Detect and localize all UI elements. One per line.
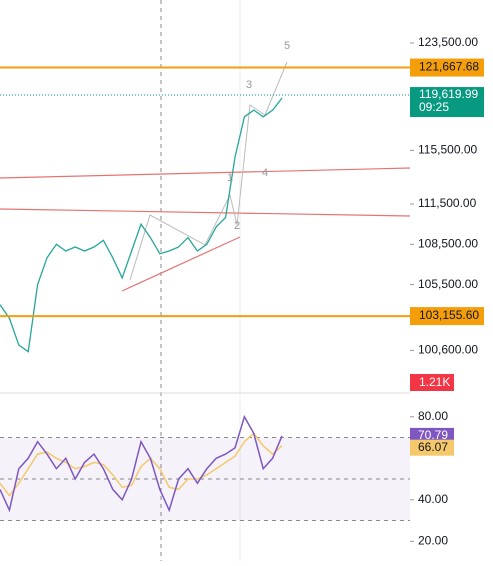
volume-label: 1.21K bbox=[419, 375, 450, 389]
level-label: 103,155.60 bbox=[419, 308, 479, 322]
wave-label: 3 bbox=[246, 79, 252, 91]
y-tick-label: 80.00 bbox=[418, 409, 448, 423]
last-price-badge bbox=[410, 87, 484, 118]
price-line bbox=[0, 97, 283, 353]
trend-line bbox=[0, 167, 411, 179]
value-label: 66.07 bbox=[418, 440, 448, 454]
rsi-line bbox=[0, 414, 283, 513]
level-badge bbox=[410, 58, 484, 77]
last-price-label: 119,619.99 bbox=[419, 87, 478, 101]
trend-line bbox=[121, 236, 241, 292]
y-tick-label: 111,500.00 bbox=[418, 196, 477, 210]
countdown-label: 09:25 bbox=[419, 100, 449, 114]
trend-line bbox=[0, 208, 411, 217]
wave-path bbox=[129, 61, 288, 281]
volume-badge bbox=[410, 374, 454, 391]
wave-label: 4 bbox=[262, 167, 268, 179]
y-tick-label: 115,500.00 bbox=[418, 143, 477, 157]
y-tick-label: 123,500.00 bbox=[418, 35, 478, 49]
level-label: 121,667.68 bbox=[419, 60, 479, 74]
y-tick-label: 105,500.00 bbox=[418, 277, 478, 291]
level-badge bbox=[410, 307, 484, 326]
y-tick-label: 20.00 bbox=[418, 533, 448, 547]
wave-label: 2 bbox=[234, 220, 240, 232]
value-label: 70.79 bbox=[418, 428, 448, 442]
y-tick-label: 100,600.00 bbox=[418, 343, 478, 357]
wave-label: 5 bbox=[284, 40, 290, 52]
y-tick-label: 40.00 bbox=[418, 492, 448, 506]
value-badge bbox=[410, 439, 454, 456]
rsi-band bbox=[0, 437, 410, 521]
wave-label: 1 bbox=[227, 172, 233, 184]
y-tick-label: 108,500.00 bbox=[418, 237, 478, 251]
rsi-line bbox=[0, 432, 283, 497]
